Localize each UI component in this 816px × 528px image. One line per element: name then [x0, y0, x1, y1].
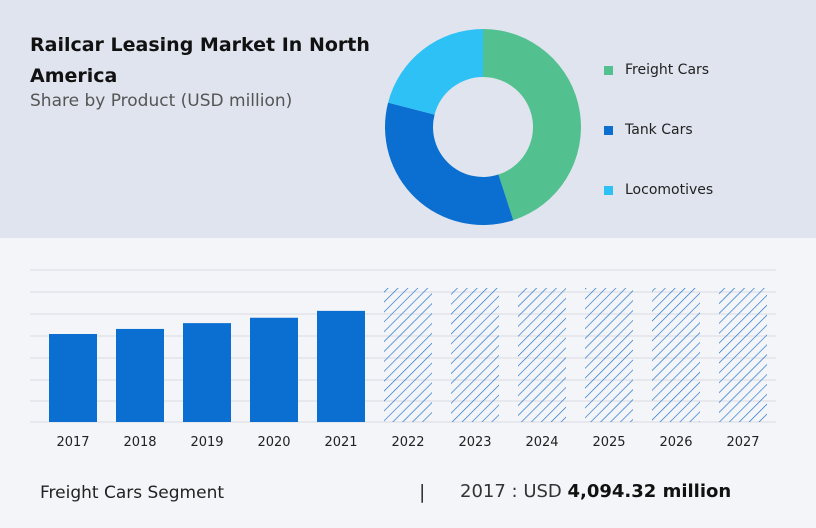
x-tick-label: 2020 — [257, 435, 290, 450]
x-tick-label: 2023 — [458, 435, 491, 450]
bar-2021 — [317, 310, 365, 422]
legend-item-freight-cars: Freight Cars — [604, 55, 709, 85]
bar-chart: 2017 2018 2019 2020 2021 2022 2023 2024 2025 2026… — [30, 269, 776, 450]
bar-2020 — [250, 317, 298, 422]
donut-chart — [385, 29, 581, 225]
x-tick-label: 2019 — [190, 435, 223, 450]
x-tick-label: 2024 — [525, 435, 558, 450]
legend-swatch-freight-cars — [604, 65, 613, 75]
forecast-bar-2027 — [719, 288, 767, 422]
x-tick-label: 2022 — [391, 435, 424, 450]
donut-slice-freight-cars — [483, 29, 581, 221]
x-tick-label: 2026 — [659, 435, 692, 450]
legend-label-tank-cars: Tank Cars — [625, 122, 693, 138]
legend-swatch-tank-cars — [604, 125, 613, 135]
x-tick-label: 2027 — [726, 435, 759, 450]
chart-title: Railcar Leasing Market In North America — [30, 34, 370, 87]
forecast-bar-2026 — [652, 288, 700, 422]
legend-item-locomotives: Locomotives — [604, 175, 713, 205]
x-tick-label: 2021 — [324, 435, 357, 450]
x-tick-label: 2017 — [56, 435, 89, 450]
segment-label: Freight Cars Segment — [40, 483, 225, 503]
segment-value: 2017 : USD 4,094.32 million — [460, 481, 731, 502]
x-tick-label: 2025 — [592, 435, 625, 450]
forecast-bar-2024 — [518, 288, 566, 422]
forecast-bar-2022 — [384, 288, 432, 422]
chart-subtitle: Share by Product (USD million) — [30, 91, 293, 111]
donut-slice-locomotives — [388, 29, 483, 115]
bar-2019 — [183, 323, 231, 422]
bar-2018 — [116, 328, 164, 422]
segment-value-amount: 4,094.32 million — [567, 481, 732, 502]
segment-value-prefix: 2017 : USD — [460, 481, 568, 502]
x-tick-label: 2018 — [123, 435, 156, 450]
footer-separator: | — [419, 481, 426, 503]
legend-label-locomotives: Locomotives — [625, 182, 714, 198]
forecast-bar-2025 — [585, 288, 633, 422]
bar-2017 — [49, 334, 97, 422]
forecast-bar-2023 — [451, 288, 499, 422]
donut-slice-tank-cars — [385, 102, 514, 225]
legend-item-tank-cars: Tank Cars — [604, 115, 693, 145]
legend-label-freight-cars: Freight Cars — [625, 62, 710, 78]
legend-swatch-locomotives — [604, 185, 613, 195]
